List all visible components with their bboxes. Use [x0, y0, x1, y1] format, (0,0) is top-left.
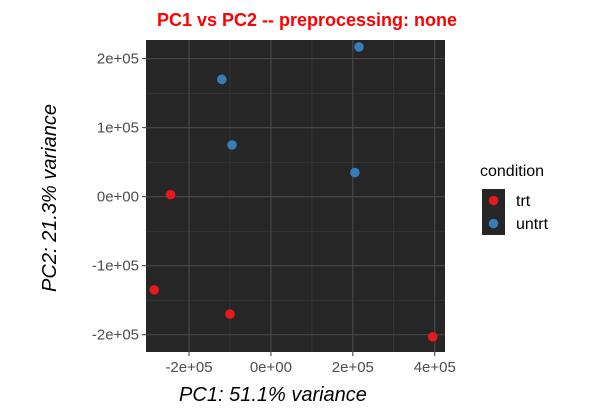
y-tick-label: -2e+05: [92, 327, 139, 344]
x-tick-label: 4e+05: [414, 359, 456, 376]
point-untrt: [227, 140, 237, 150]
x-axis-label: PC1: 51.1% variance: [179, 384, 367, 406]
legend-marker-untrt: [488, 218, 499, 229]
y-tick-label: 1e+05: [97, 120, 139, 137]
legend-title: condition: [480, 163, 544, 180]
chart-title: PC1 vs PC2 -- preprocessing: none: [157, 10, 457, 30]
plot-panel: [146, 40, 445, 352]
data-points: [149, 42, 438, 342]
point-untrt: [216, 74, 227, 85]
x-tick-label: 0e+00: [250, 359, 292, 376]
legend: condition trt untrt: [480, 163, 549, 235]
legend-marker-trt: [488, 195, 499, 206]
point-trt: [427, 332, 438, 342]
point-untrt: [350, 167, 360, 178]
point-trt: [149, 285, 159, 295]
minor-gridlines: [146, 40, 445, 352]
legend-label-untrt: untrt: [516, 216, 549, 233]
point-trt: [225, 309, 235, 319]
legend-label-trt: trt: [516, 193, 531, 210]
point-trt: [165, 189, 176, 200]
y-tick-label: 2e+05: [97, 51, 139, 68]
major-gridlines: [146, 40, 445, 352]
point-untrt: [354, 42, 364, 52]
x-tick-label: 2e+05: [332, 359, 374, 376]
y-axis-label: PC2: 21.3% variance: [39, 104, 61, 292]
y-tick-label: 0e+00: [97, 189, 139, 206]
y-tick-label: -1e+05: [92, 258, 139, 275]
x-tick-label: -2e+05: [165, 359, 212, 376]
axes: -2e+05 0e+00 2e+05 4e+05 2e+05 1e+05 0e+00 -1e+…: [92, 51, 456, 376]
